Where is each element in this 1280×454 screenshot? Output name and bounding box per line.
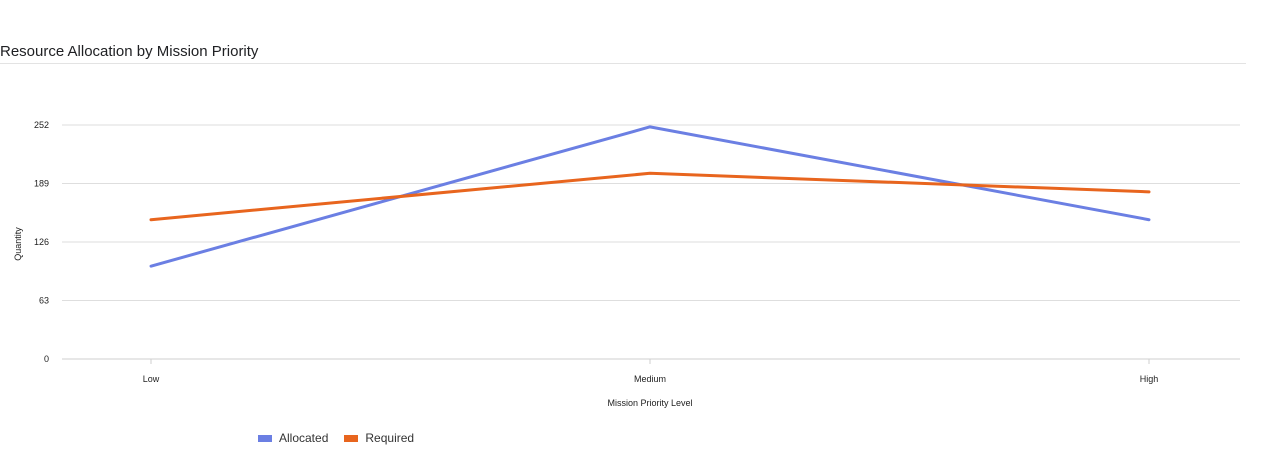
legend-item-required[interactable]: Required [344, 431, 414, 445]
legend-swatch [258, 434, 272, 442]
y-tick-label: 63 [39, 296, 49, 306]
x-tick-label: High [1140, 374, 1159, 384]
legend-swatch [344, 434, 359, 442]
title-divider [0, 63, 1246, 64]
y-tick-label: 0 [44, 354, 49, 364]
y-axis-title: Quantity [13, 227, 23, 261]
y-axis-ticks: 0 63 126 189 252 [34, 120, 49, 364]
series-lines [149, 125, 1151, 268]
legend-label: Required [365, 431, 415, 445]
x-tick-label: Low [143, 374, 160, 384]
chart-title: Resource Allocation by Mission Priority [0, 43, 259, 60]
legend: Allocated Required [258, 431, 430, 445]
series-line-allocated [149, 125, 1151, 268]
x-tick-label: Medium [634, 374, 666, 384]
y-tick-label: 126 [34, 237, 49, 247]
gridlines [62, 124, 1240, 360]
y-tick-label: 189 [34, 179, 49, 189]
series-line-required [149, 171, 1151, 222]
legend-item-allocated[interactable]: Allocated [258, 431, 328, 445]
x-axis-title: Mission Priority Level [607, 398, 692, 408]
x-axis-ticks: Low Medium High [143, 359, 1159, 384]
y-tick-label: 252 [34, 120, 49, 130]
legend-label: Allocated [279, 431, 329, 445]
